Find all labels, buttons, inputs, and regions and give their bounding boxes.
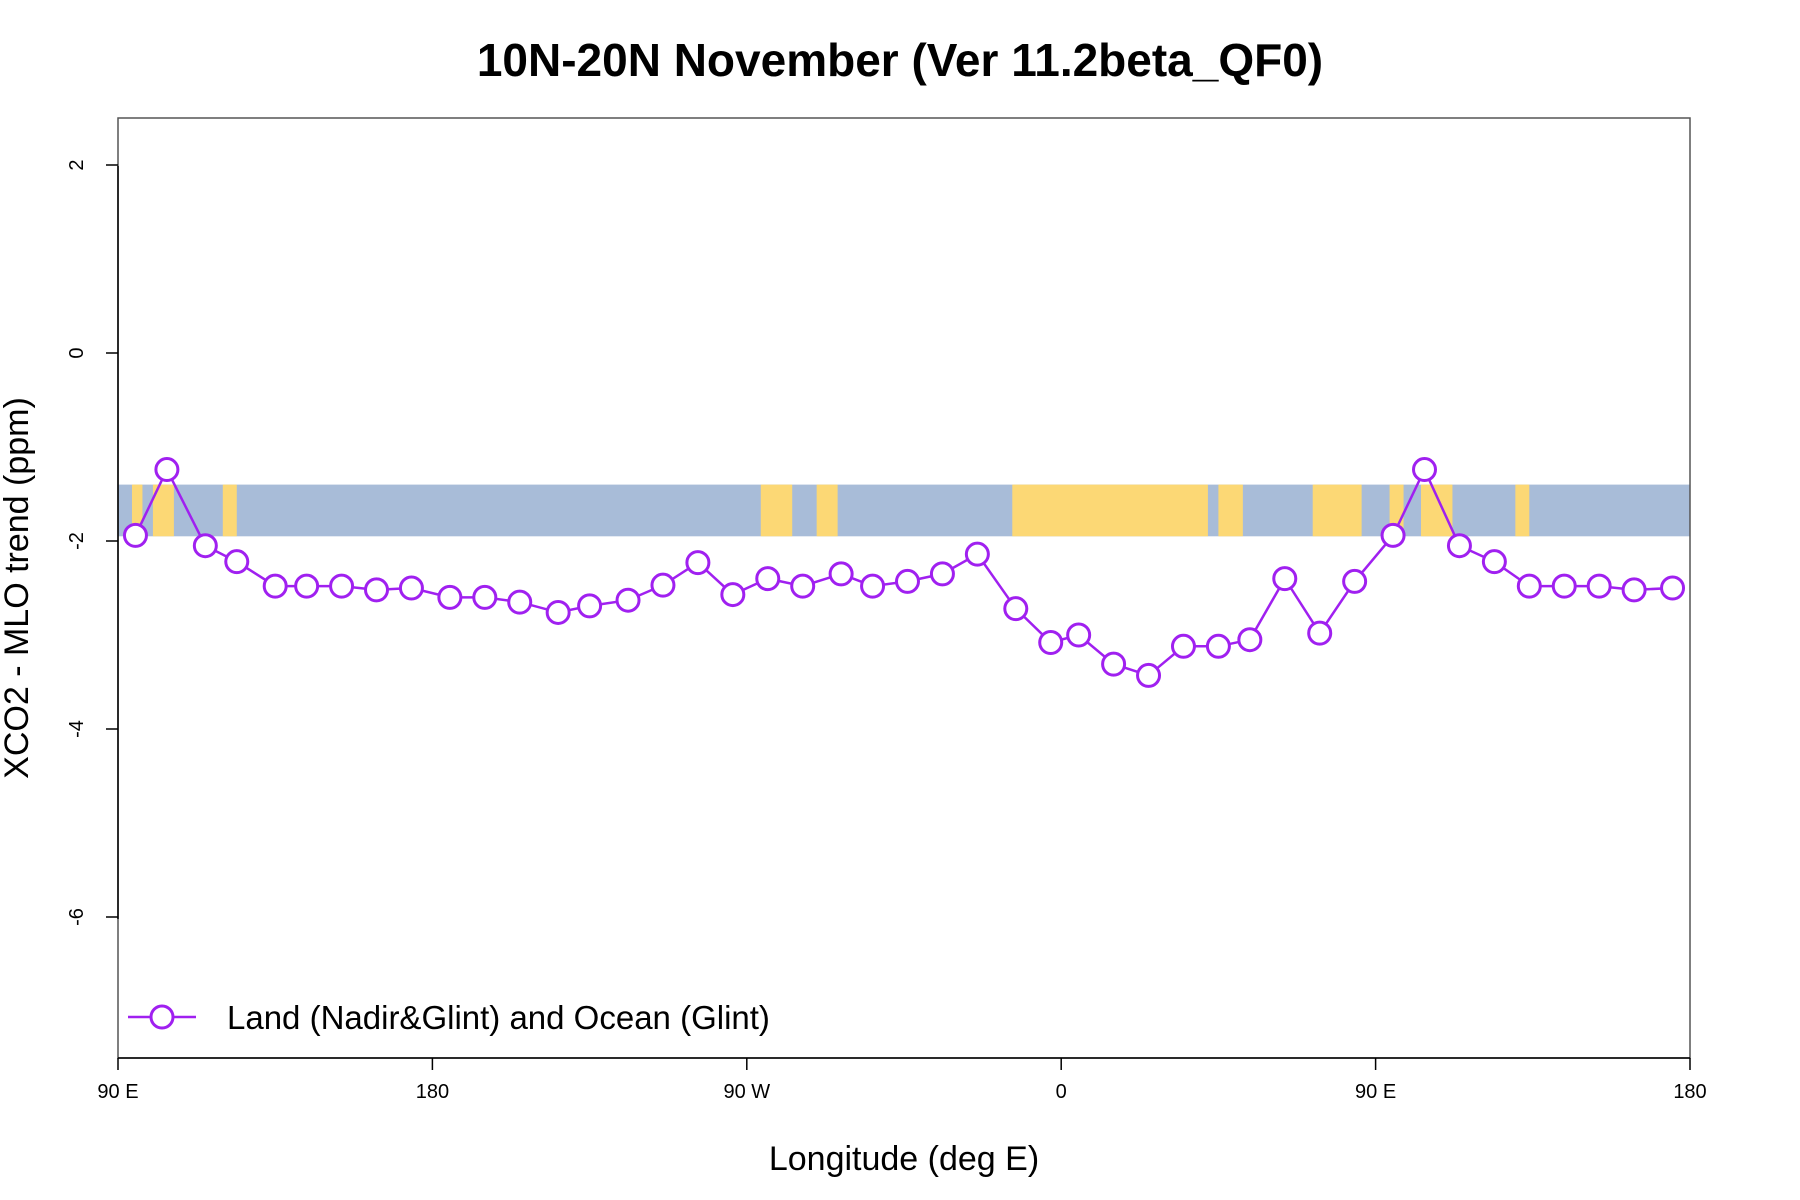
data-point — [1272, 566, 1298, 592]
data-point — [1170, 633, 1196, 659]
y-tick-label: 2 — [66, 159, 88, 170]
map-land-segment — [816, 484, 838, 537]
data-point — [1621, 577, 1647, 603]
data-point — [1237, 627, 1263, 653]
x-tick-label: 0 — [1056, 1081, 1067, 1103]
data-point — [224, 549, 250, 575]
data-point — [964, 541, 990, 567]
data-point — [192, 533, 218, 559]
data-point — [329, 573, 355, 599]
data-point — [1586, 573, 1612, 599]
data-point — [1412, 457, 1438, 483]
chart-title: 10N-20N November (Ver 11.2beta_QF0) — [477, 34, 1323, 86]
data-point — [1205, 633, 1231, 659]
map-ocean — [118, 484, 1690, 537]
data-point — [294, 573, 320, 599]
data-point — [1342, 568, 1368, 594]
data-point — [828, 561, 854, 587]
data-point — [650, 572, 676, 598]
data-point — [507, 589, 533, 615]
y-tick-label: -6 — [66, 908, 88, 926]
map-land-segment — [1012, 484, 1208, 537]
data-point — [1660, 575, 1686, 601]
data-point — [437, 584, 463, 610]
data-point — [1446, 533, 1472, 559]
legend: Land (Nadir&Glint) and Ocean (Glint) — [128, 999, 770, 1036]
map-land-segment — [131, 484, 143, 537]
y-tick-label: -2 — [66, 532, 88, 550]
data-point — [1066, 622, 1092, 648]
data-point — [894, 568, 920, 594]
data-point — [122, 522, 148, 548]
map-strip — [118, 484, 1690, 537]
data-point — [1038, 630, 1064, 656]
data-point — [364, 577, 390, 603]
data-point — [790, 573, 816, 599]
data-point — [262, 573, 288, 599]
x-tick-label: 180 — [1673, 1081, 1706, 1103]
x-axis-label: Longitude (deg E) — [769, 1140, 1039, 1178]
y-tick-label: 0 — [66, 347, 88, 358]
data-point — [929, 561, 955, 587]
data-point — [1380, 522, 1406, 548]
legend-label: Land (Nadir&Glint) and Ocean (Glint) — [227, 999, 770, 1036]
data-point — [1003, 596, 1029, 622]
data-point — [398, 575, 424, 601]
map-land-segment — [1312, 484, 1362, 537]
map-land-segment — [1421, 484, 1453, 537]
data-point — [1101, 651, 1127, 677]
data-point — [154, 457, 180, 483]
data-point — [755, 566, 781, 592]
data-point — [685, 550, 711, 576]
data-point — [860, 573, 886, 599]
y-axis: 2 0 -2 -4 -6 — [66, 159, 119, 926]
data-point — [472, 584, 498, 610]
data-point — [577, 593, 603, 619]
data-point — [1136, 662, 1162, 688]
x-tick-label: 90 E — [1355, 1081, 1396, 1103]
data-point — [545, 599, 571, 625]
y-tick-label: -4 — [66, 720, 88, 738]
data-point — [720, 582, 746, 608]
data-point — [1516, 573, 1542, 599]
x-tick-label: 90 E — [97, 1081, 138, 1103]
data-point — [1481, 549, 1507, 575]
x-axis: 90 E 180 90 W 0 90 E 180 — [97, 1057, 1707, 1103]
map-land-segment — [152, 484, 174, 537]
data-point — [615, 587, 641, 613]
y-axis-label: XCO2 - MLO trend (ppm) — [0, 397, 36, 779]
data-point — [1551, 573, 1577, 599]
map-land-segment — [1515, 484, 1530, 537]
x-tick-label: 180 — [416, 1081, 449, 1103]
x-tick-label: 90 W — [723, 1081, 770, 1103]
map-land-segment — [1218, 484, 1243, 537]
series-group — [122, 457, 1686, 688]
map-land-segment — [760, 484, 793, 537]
map-land-segment — [222, 484, 237, 537]
data-point — [1307, 620, 1333, 646]
legend-marker — [149, 1004, 175, 1030]
